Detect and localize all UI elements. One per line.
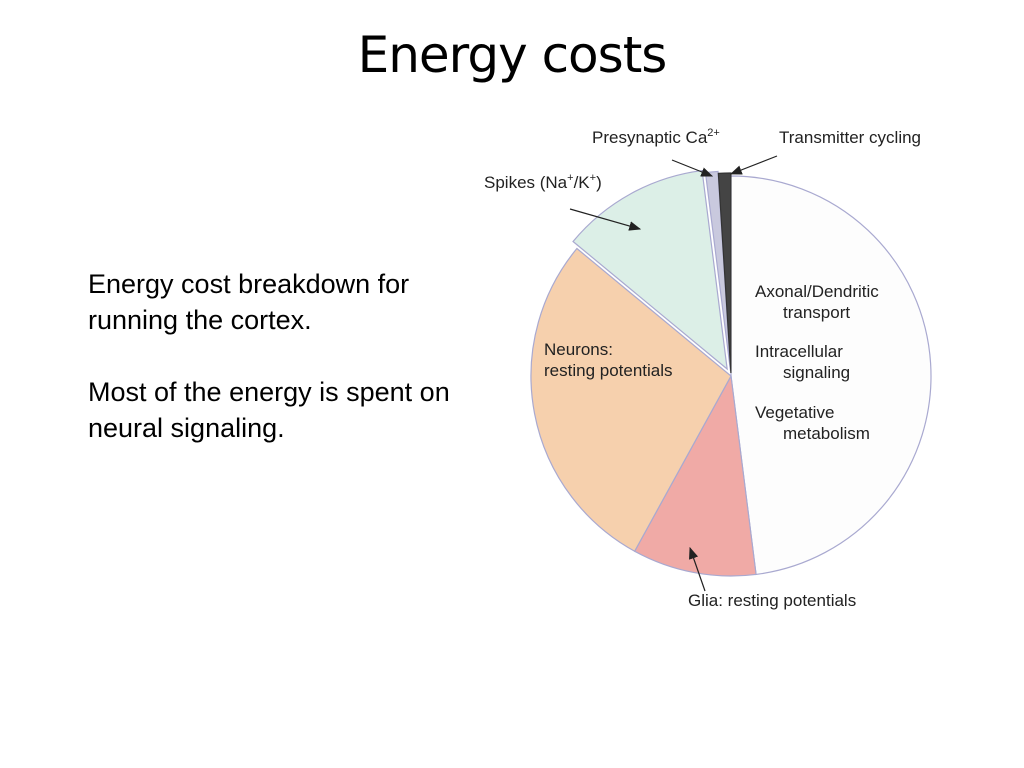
slice-label: Intracellular (755, 342, 843, 361)
slide-title: Energy costs (357, 26, 668, 84)
label-part: /K (574, 173, 591, 192)
slice-label: Presynaptic Ca2+ (592, 127, 720, 147)
superscript: + (567, 172, 573, 184)
body-text: Energy cost breakdown for running the co… (88, 266, 458, 482)
paragraph: Most of the energy is spent on neural si… (88, 377, 450, 443)
slice-label: signaling (783, 363, 850, 382)
pie-slice (530, 247, 732, 553)
slice-label: transport (783, 303, 850, 322)
pie-slice (730, 175, 932, 576)
pie-slice (572, 169, 728, 371)
superscript: + (590, 172, 596, 184)
slice-label: Vegetative (755, 403, 834, 422)
slice-label: Transmitter cycling (779, 128, 921, 147)
paragraph: Energy cost breakdown for running the co… (88, 269, 410, 335)
label-arrow (569, 208, 642, 231)
slice-label: resting potentials (544, 361, 673, 380)
slice-label: Neurons: (544, 340, 613, 359)
slice-label: Spikes (Na+/K+) (484, 172, 602, 192)
label-arrow (689, 546, 706, 592)
label-part: ) (596, 173, 602, 192)
slice-label: Glia: resting potentials (688, 591, 856, 610)
slice-label: metabolism (783, 424, 870, 443)
label-part: Spikes (Na (484, 173, 568, 192)
superscript: 2+ (707, 127, 720, 139)
pie-slice (633, 374, 757, 577)
label-part: Presynaptic Ca (592, 128, 708, 147)
slice-label: Axonal/Dendritic (755, 282, 879, 301)
label-arrow (671, 159, 714, 177)
label-arrow (729, 155, 778, 175)
